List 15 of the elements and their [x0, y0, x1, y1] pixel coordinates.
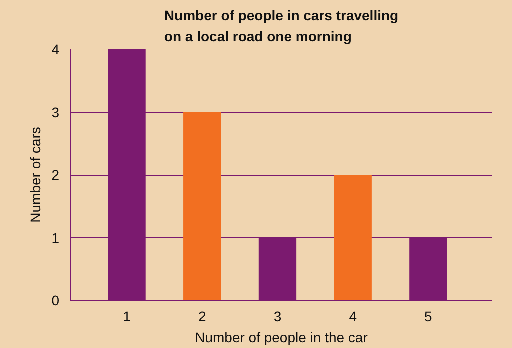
x-tick-label: 4 [349, 308, 358, 324]
x-tick-label: 1 [123, 308, 132, 324]
x-axis-title: Number of people in the car [195, 330, 368, 346]
x-tick-label: 2 [198, 308, 206, 324]
y-tick-label: 4 [52, 42, 60, 58]
bar [184, 112, 222, 300]
bar [334, 175, 372, 300]
y-axis-title: Number of cars [28, 127, 44, 223]
chart-title: Number of people in cars travelling on a local road one morning [164, 8, 399, 44]
x-tick-label: 5 [424, 308, 433, 324]
y-tick-label: 3 [52, 104, 60, 120]
y-tick-label: 0 [52, 292, 60, 308]
x-tick-label: 3 [274, 308, 282, 324]
y-tick-label: 2 [52, 167, 60, 183]
y-tick-label: 1 [52, 230, 60, 246]
